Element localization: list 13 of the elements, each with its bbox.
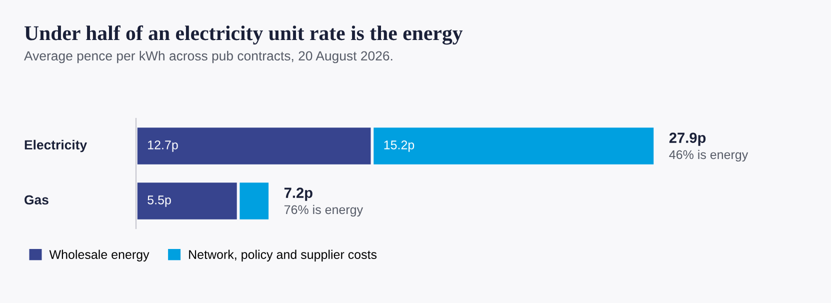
legend-label: Network, policy and supplier costs	[189, 250, 377, 262]
y-tick-label: Gas	[24, 195, 48, 205]
annotation: 46% is energy	[669, 150, 748, 162]
legend-label: Wholesale energy	[49, 250, 150, 262]
data-label: 15.2p	[384, 140, 414, 152]
data-label: 5.5p	[148, 196, 171, 207]
total-label: 7.2p	[284, 188, 312, 201]
annotation: 76% is energy	[284, 204, 364, 217]
data-label: 12.7p	[148, 140, 178, 152]
total-label: 27.9p	[669, 132, 706, 146]
chart-subtitle: Average pence per kWh across pub contracts, 20 August 2026.	[24, 50, 392, 64]
y-tick-label: Electricity	[24, 140, 87, 152]
chart-title: Under half of an electricity unit rate is the energy	[24, 25, 463, 45]
